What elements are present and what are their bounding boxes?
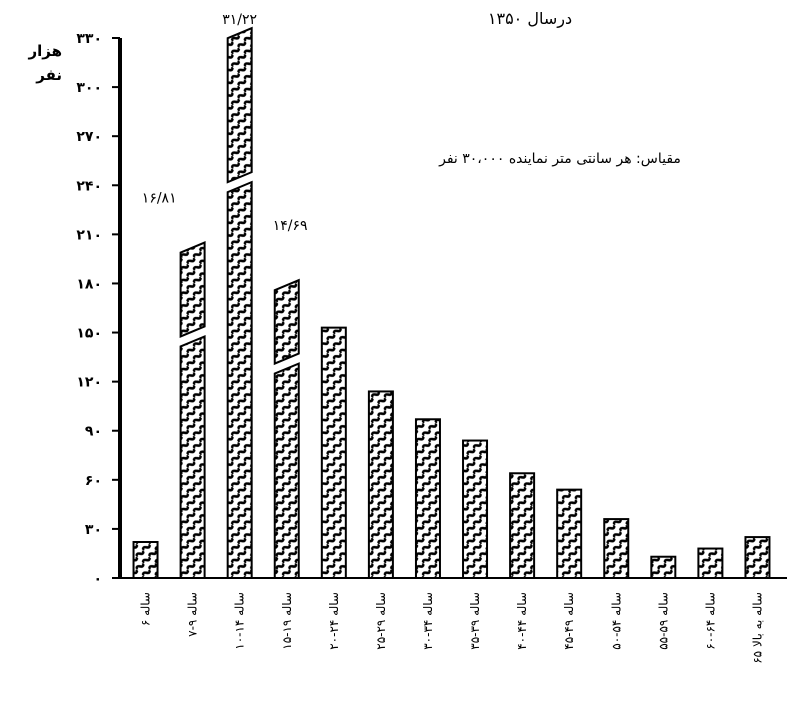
bar: [603, 518, 630, 579]
x-tick-labels: ۶ ساله ۷-۹ ساله ۱۰-۱۴ ساله ۱۵-۱۹ ساله ۲۰-۲۴ …: [139, 592, 765, 664]
bar: [273, 362, 300, 579]
x-tick-label: ۱۰-۱۴ ساله: [233, 592, 247, 650]
x-tick-label: ۵۵-۵۹ ساله: [656, 592, 670, 650]
bar: [226, 180, 253, 579]
bar: [462, 439, 489, 579]
y-axis-label-line1: هزار: [27, 42, 62, 60]
bar: [509, 472, 536, 580]
x-tick-label: ۶ ساله: [139, 592, 153, 626]
x-tick-label: ۳۵-۳۹ ساله: [468, 592, 482, 650]
y-tick-label: ۲۴۰: [76, 178, 102, 194]
bar: [179, 241, 206, 338]
bar: [744, 536, 771, 579]
y-tick-label: ۰: [93, 571, 102, 587]
bar: [273, 278, 300, 366]
y-axis-label-line2: نفر: [35, 66, 62, 84]
x-tick-label: ۷-۹ ساله: [186, 592, 200, 637]
bar: [367, 390, 394, 580]
bar: [320, 326, 347, 579]
bars: [132, 26, 771, 580]
y-tick-label: ۶۰: [85, 473, 102, 489]
x-tick-label: ۶۰-۶۴ ساله: [703, 592, 717, 650]
bar: [414, 418, 441, 580]
x-tick-label: ۲۰-۲۴ ساله: [327, 592, 341, 650]
bar-value-label: ۱۶/۸۱: [142, 191, 177, 207]
bar-value-label: ۱۴/۶۹: [273, 218, 308, 234]
bar-labels: ۱۶/۸۱ ۳۱/۲۲ ۱۴/۶۹: [142, 12, 308, 234]
y-tick-label: ۲۷۰: [76, 129, 102, 145]
x-tick-label: ۳۰-۳۴ ساله: [421, 592, 435, 650]
bar: [650, 555, 677, 580]
y-ticks: ۰ ۳۰ ۶۰ ۹۰ ۱۲۰ ۱۵۰ ۱۸۰ ۲۱۰ ۲۴۰ ۲۷۰ ۳۰۰ ۳۳۰: [76, 31, 120, 587]
x-tick-label: ۵۰-۵۴ ساله: [609, 592, 623, 650]
x-tick-label: ۴۵-۴۹ ساله: [562, 592, 576, 650]
y-tick-label: ۲۱۰: [76, 227, 102, 243]
y-tick-label: ۱۵۰: [76, 326, 102, 342]
y-tick-label: ۱۲۰: [76, 375, 102, 391]
x-tick-label: ۴۰-۴۴ ساله: [515, 592, 529, 650]
x-tick-label: ۱۵-۱۹ ساله: [280, 592, 294, 650]
y-tick-label: ۹۰: [85, 424, 102, 440]
y-tick-label: ۳۰۰: [76, 80, 102, 96]
bar: [132, 541, 159, 579]
bar: [697, 547, 724, 580]
x-tick-label: ۲۵-۲۹ ساله: [374, 592, 388, 650]
y-tick-label: ۳۰: [85, 522, 102, 538]
x-tick-label: ۶۵ ساله به بالا: [750, 592, 764, 664]
bar-value-label: ۳۱/۲۲: [222, 12, 257, 28]
y-tick-label: ۱۸۰: [76, 276, 102, 292]
bar: [226, 26, 253, 184]
scale-annotation: مقیاس: هر سانتی متر نماینده ۳۰،۰۰۰ نفر: [438, 151, 681, 167]
y-tick-label: ۳۳۰: [76, 31, 102, 47]
chart-title: درسال ۱۳۵۰: [488, 9, 572, 29]
bar: [556, 488, 583, 579]
bar: [179, 334, 206, 579]
